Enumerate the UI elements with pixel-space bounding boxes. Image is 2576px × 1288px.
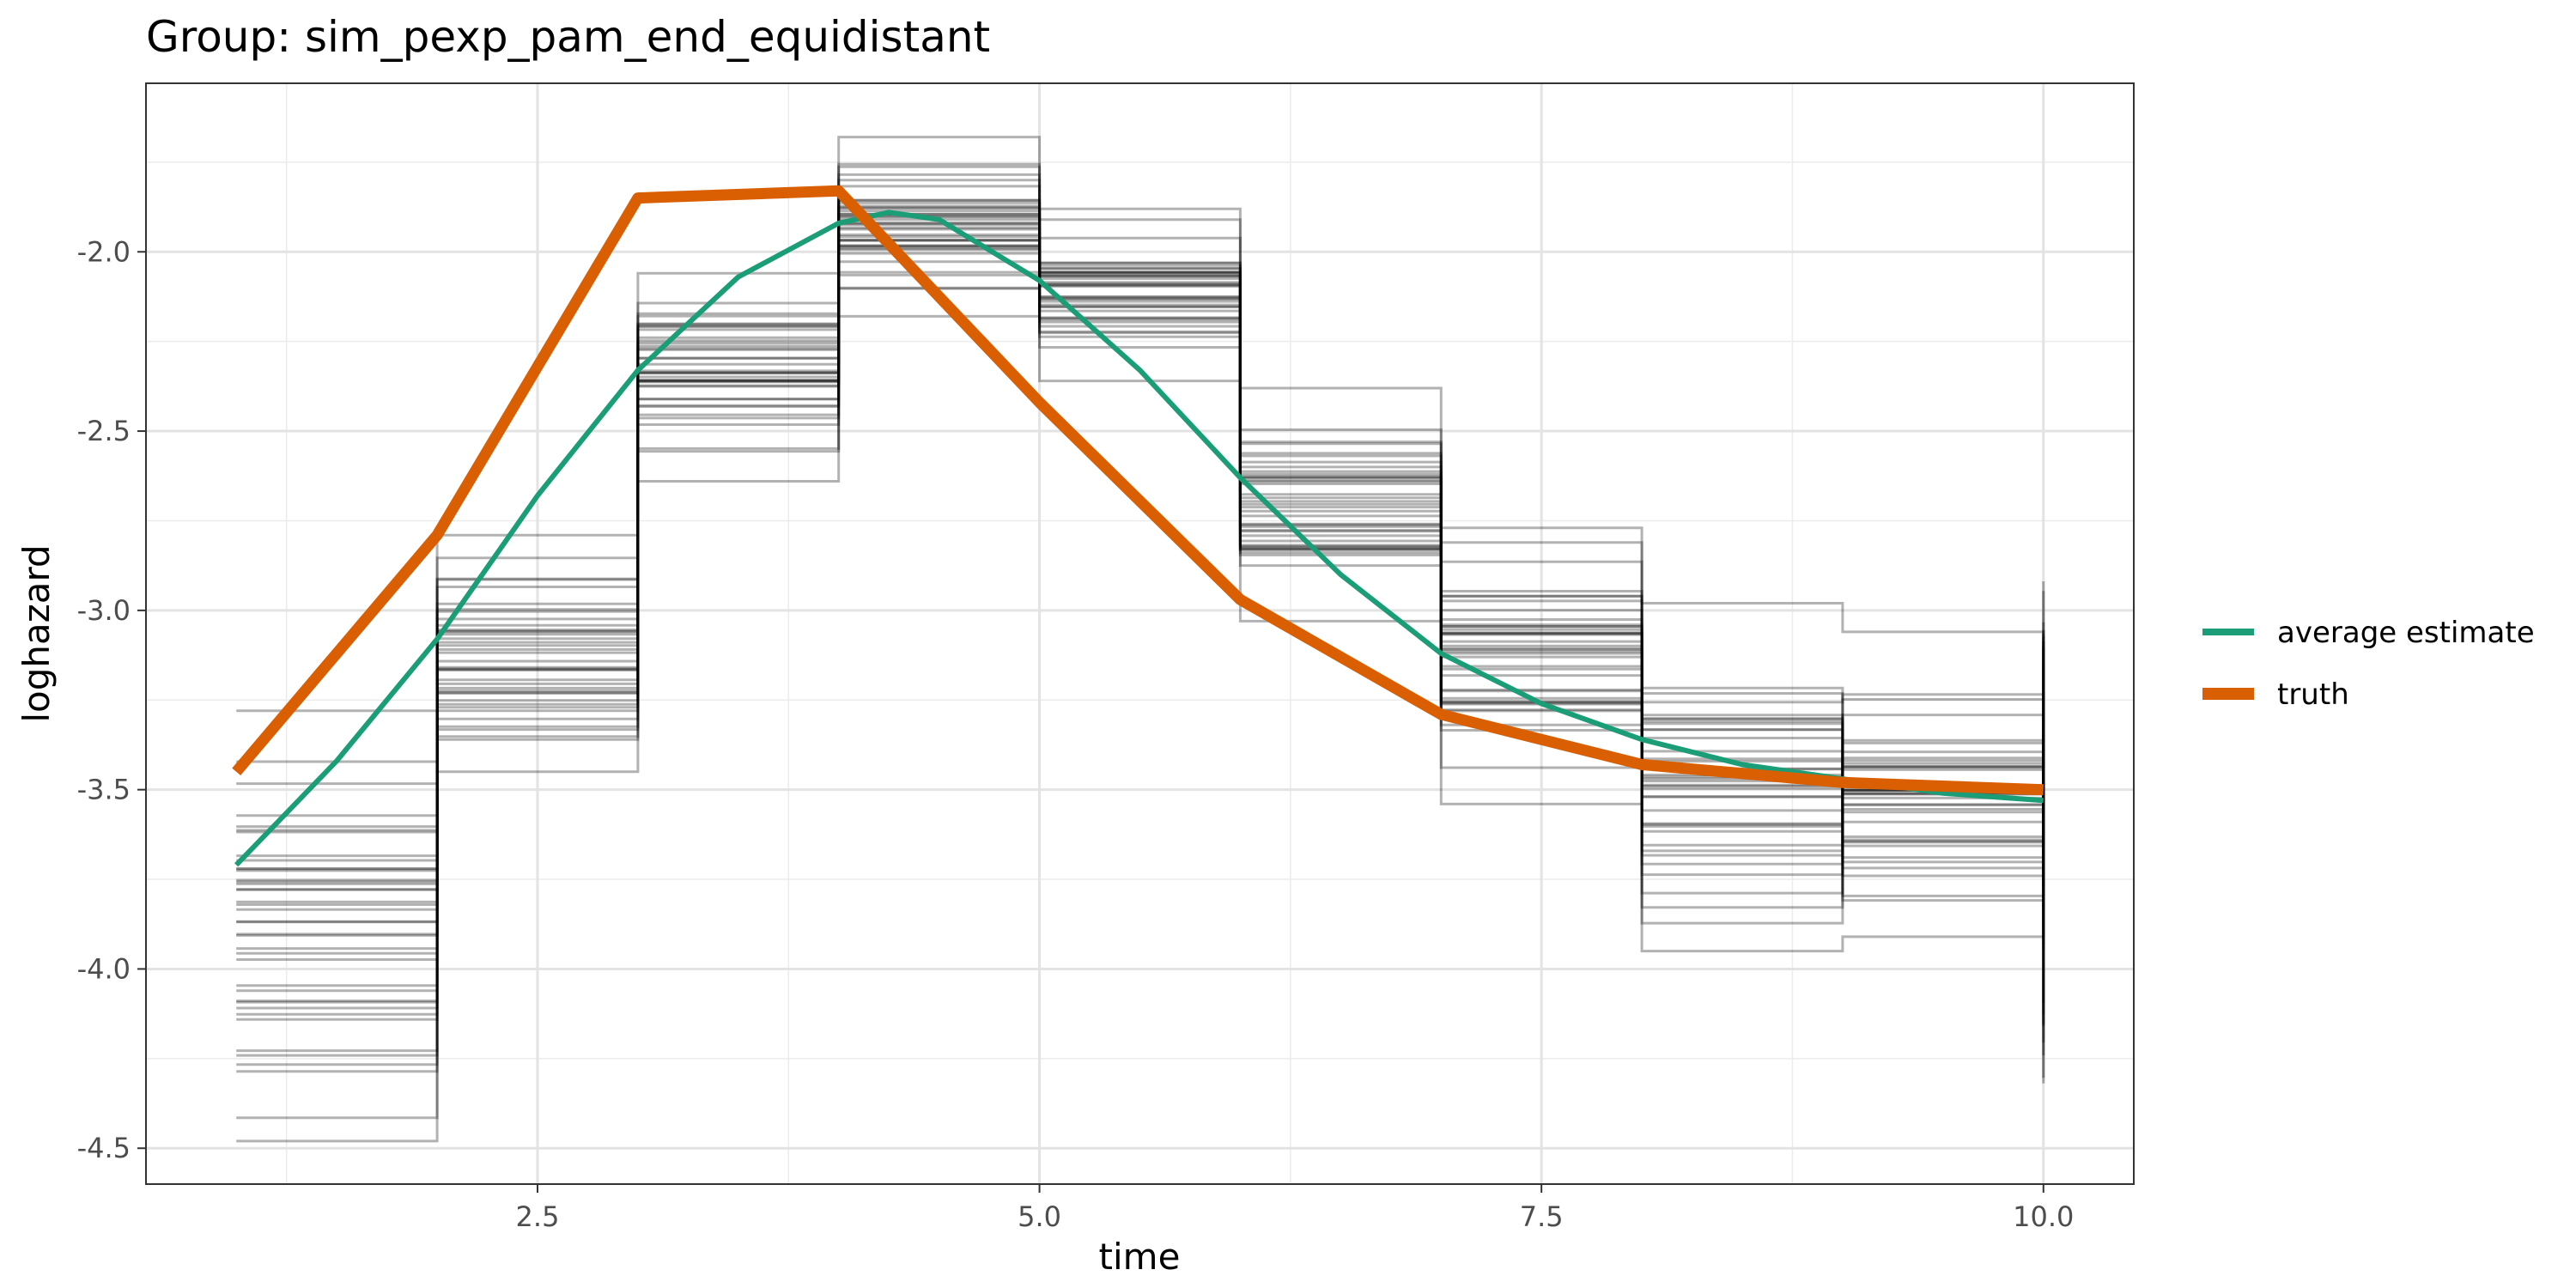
step-estimate-line <box>236 210 2045 951</box>
step-estimate-line <box>236 287 2045 1024</box>
step-estimate-line <box>236 221 2045 955</box>
legend-label-average-estimate: average estimate <box>2277 616 2535 650</box>
step-estimate-line <box>236 222 2045 1073</box>
x-axis-ticks: 2.5 5.0 7.5 10.0 <box>516 1184 2074 1233</box>
legend-label-truth: truth <box>2277 677 2349 712</box>
y-axis-title: loghazard <box>15 544 58 722</box>
step-estimate-line <box>236 136 2045 878</box>
step-estimate-line <box>236 248 2045 1003</box>
x-axis-title: time <box>1099 1236 1181 1278</box>
plot-panel-border <box>145 82 2135 1185</box>
step-estimate-line <box>236 185 2045 924</box>
series-lines <box>232 185 2044 867</box>
step-estimate-line <box>236 238 2045 841</box>
step-estimate-line <box>236 218 2045 903</box>
y-tick-label: -2.0 <box>77 235 131 268</box>
step-estimate-line <box>236 226 2045 1004</box>
step-estimate-line <box>236 201 2045 993</box>
step-estimate-line <box>236 216 2045 1066</box>
series-line-average-estimate <box>234 210 2044 867</box>
chart-title: Group: sim_pexp_pam_end_equidistant <box>146 12 990 62</box>
step-estimate-line <box>236 199 2045 902</box>
step-estimate-line <box>236 245 2045 1021</box>
step-estimate-line <box>236 223 2045 866</box>
legend: average estimate truth <box>2202 616 2535 712</box>
step-estimate-line <box>236 239 2045 945</box>
y-tick-label: -4.5 <box>77 1132 131 1164</box>
step-estimate-line <box>236 212 2045 927</box>
series-line-truth <box>232 185 2044 796</box>
x-tick-label: 7.5 <box>1520 1200 1564 1233</box>
step-estimate-line <box>236 235 2045 1078</box>
step-estimate-line <box>236 270 2045 882</box>
x-tick-label: 5.0 <box>1018 1200 1061 1233</box>
plot-panel-background <box>146 83 2134 1184</box>
x-tick-label: 2.5 <box>516 1200 560 1233</box>
y-tick-label: -4.0 <box>77 952 131 985</box>
step-estimate-line <box>236 162 2045 1043</box>
step-estimate-line <box>236 204 2045 891</box>
step-estimate-line <box>236 173 2045 1057</box>
step-estimate-line <box>236 252 2045 1120</box>
y-tick-label: -3.5 <box>77 774 131 806</box>
y-tick-label: -3.0 <box>77 594 131 627</box>
step-estimate-line <box>236 261 2045 1010</box>
y-tick-label: -2.5 <box>77 415 131 447</box>
step-estimate-line <box>236 165 2045 1056</box>
step-estimate-line <box>236 233 2045 1084</box>
y-axis-ticks: -2.0 -2.5 -3.0 -3.5 -4.0 -4.5 <box>77 235 146 1164</box>
step-estimate-line <box>236 198 2045 1003</box>
step-estimate-line <box>236 228 2045 872</box>
step-estimate-line <box>236 314 2045 1143</box>
step-estimate-line <box>236 206 2045 891</box>
x-tick-label: 10.0 <box>2013 1200 2074 1233</box>
step-estimate-line <box>236 239 2045 936</box>
grid-lines <box>146 83 2134 1184</box>
step-estimate-line <box>236 246 2045 937</box>
step-estimate-line <box>236 207 2045 911</box>
step-estimate-line <box>236 245 2045 1014</box>
step-estimate-line <box>236 261 2045 871</box>
